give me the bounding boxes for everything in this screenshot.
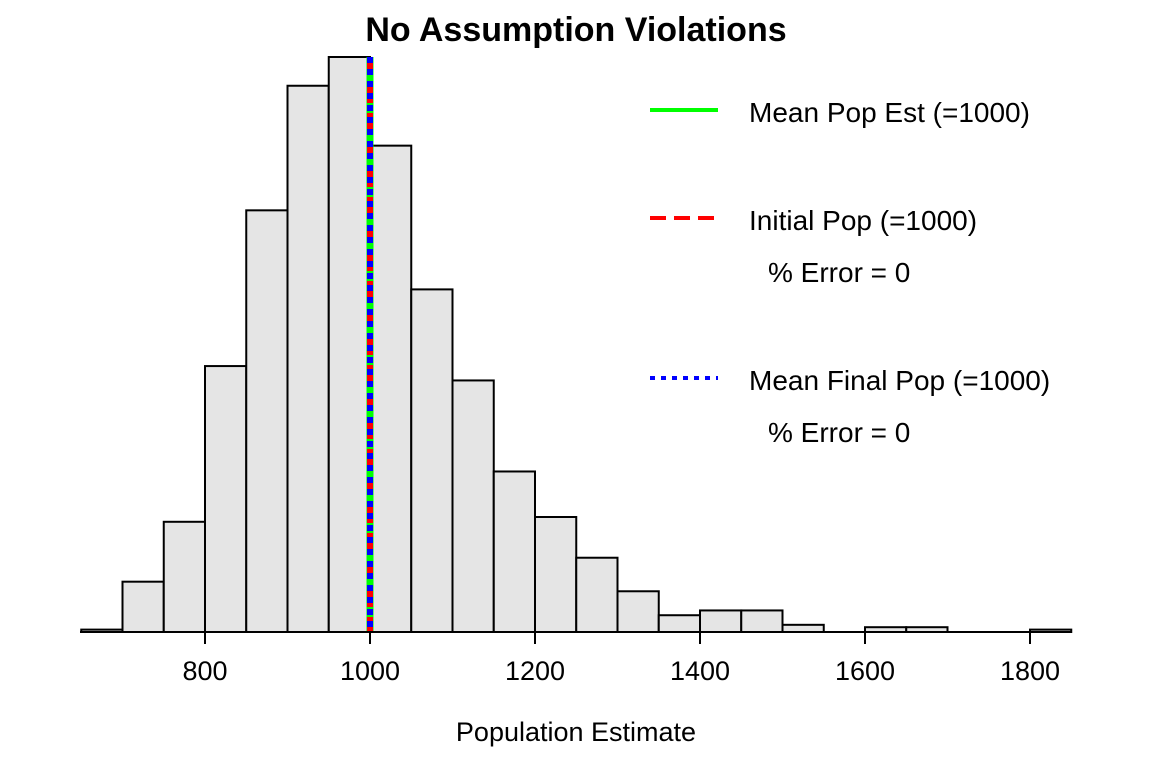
histogram-bar	[740, 609, 784, 633]
histogram-bar	[121, 580, 165, 633]
histogram-bar	[575, 556, 619, 634]
x-tick-label: 1800	[1000, 656, 1060, 686]
legend: Mean Pop Est (=1000) Initial Pop (=1000)%…	[650, 97, 1050, 448]
x-tick-label: 1200	[505, 656, 565, 686]
x-tick-label: 1600	[835, 656, 895, 686]
histogram-bar	[204, 365, 248, 633]
histogram-bar	[286, 84, 330, 633]
histogram-bar	[245, 209, 289, 633]
histogram-bar	[410, 288, 454, 633]
histogram-bars	[80, 56, 1073, 634]
histogram-bar	[369, 144, 413, 633]
legend-label: Initial Pop (=1000)	[749, 205, 977, 236]
histogram-bar	[162, 520, 206, 634]
histogram-bar	[657, 614, 701, 634]
x-tick-label: 1000	[340, 656, 400, 686]
histogram-bar	[327, 56, 371, 633]
x-axis: 800 1000 1200 1400 1600 1800	[80, 631, 1070, 686]
histogram-bar	[699, 609, 743, 633]
legend-label: Mean Final Pop (=1000)	[749, 365, 1050, 396]
x-tick-label: 1400	[670, 656, 730, 686]
histogram-bar	[492, 470, 536, 633]
x-axis-label: Population Estimate	[456, 717, 696, 747]
chart-title: No Assumption Violations	[365, 11, 786, 49]
legend-label: Mean Pop Est (=1000)	[749, 97, 1030, 128]
legend-sublabel: % Error = 0	[768, 417, 910, 448]
histogram-bar	[451, 379, 495, 633]
x-tick-label: 800	[182, 656, 227, 686]
histogram-bar	[616, 590, 660, 633]
histogram-bar	[781, 623, 825, 633]
legend-sublabel: % Error = 0	[768, 257, 910, 288]
histogram-bar	[534, 516, 578, 633]
